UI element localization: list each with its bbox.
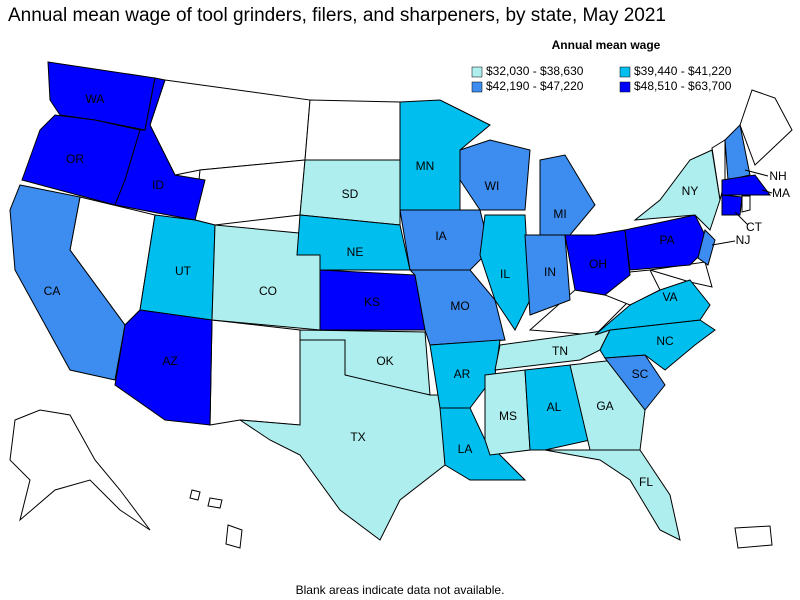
state xyxy=(721,174,771,196)
state-label: IL xyxy=(500,267,510,281)
state-label: CO xyxy=(259,284,277,298)
state-label: WA xyxy=(86,92,105,106)
state xyxy=(399,209,491,271)
legend-label: $42,190 - $47,220 xyxy=(486,79,584,93)
state xyxy=(539,154,596,236)
legend-swatch xyxy=(619,66,631,78)
legend-title: Annual mean wage xyxy=(552,38,661,52)
state xyxy=(721,194,743,216)
leader-line xyxy=(711,240,736,246)
state-label: OH xyxy=(589,257,607,271)
state-label: IN xyxy=(544,265,556,279)
state-label: CT xyxy=(746,220,763,234)
state xyxy=(239,339,446,541)
leader-line xyxy=(734,211,749,226)
state-label: KS xyxy=(364,295,380,309)
state-label: NY xyxy=(682,184,699,198)
state xyxy=(633,149,721,231)
legend: $32,030 - $38,630 $39,440 - $41,220 $42,19… xyxy=(471,64,732,93)
state-label: NE xyxy=(347,245,364,259)
state-label: MA xyxy=(772,186,790,200)
state-label: NH xyxy=(769,169,786,183)
state xyxy=(459,139,531,211)
state-label: PA xyxy=(659,233,674,247)
footnote: Blank areas indicate data not available. xyxy=(296,583,505,597)
state xyxy=(594,279,711,336)
state-blank xyxy=(225,524,243,549)
state xyxy=(564,229,631,296)
state-label: AZ xyxy=(162,354,177,368)
legend-swatch xyxy=(619,81,631,93)
legend-label: $48,510 - $63,700 xyxy=(634,79,732,93)
state-label: AR xyxy=(454,367,471,381)
state-label: OR xyxy=(66,152,84,166)
state xyxy=(484,369,531,456)
state-label: MO xyxy=(450,299,469,313)
leader-line xyxy=(744,169,769,177)
legend-label: $39,440 - $41,220 xyxy=(634,64,732,78)
state xyxy=(524,234,571,316)
state-label: NC xyxy=(656,334,674,348)
state-label: FL xyxy=(639,475,653,489)
state-label: SD xyxy=(342,187,359,201)
state-label: MI xyxy=(553,207,566,221)
leader-lines xyxy=(711,169,773,246)
states: WA OR ID CA UT AZ CO SD NE KS OK TX MN IA MO AR LA WI IL MI… xyxy=(9,61,790,541)
state-label: NJ xyxy=(736,233,751,247)
state-blank xyxy=(739,89,793,166)
state-label: MN xyxy=(416,159,435,173)
state-blank xyxy=(734,525,773,549)
state-blank xyxy=(741,195,751,213)
legend-swatch xyxy=(471,81,483,93)
state-label: OK xyxy=(376,354,393,368)
state-blank xyxy=(149,79,311,176)
state xyxy=(439,407,527,481)
state-label: ID xyxy=(152,178,164,192)
state-label: IA xyxy=(435,229,446,243)
state-label: MS xyxy=(499,409,517,423)
state xyxy=(724,123,751,181)
leader-line xyxy=(761,189,773,194)
state-blank xyxy=(194,159,306,226)
state xyxy=(494,329,611,371)
map-title: Annual mean wage of tool grinders, filer… xyxy=(8,5,666,26)
state-label: LA xyxy=(458,442,473,456)
state-label: AL xyxy=(547,400,562,414)
state xyxy=(9,184,126,381)
legend-swatch xyxy=(471,66,483,78)
state-blank xyxy=(209,319,301,426)
state xyxy=(524,364,591,451)
state-label: SC xyxy=(632,367,649,381)
state-label: UT xyxy=(175,264,192,278)
state-label: WI xyxy=(485,179,500,193)
state xyxy=(429,339,501,409)
state-label: TN xyxy=(552,344,568,358)
state-blank xyxy=(189,489,201,501)
state-blank xyxy=(304,99,401,161)
legend-label: $32,030 - $38,630 xyxy=(486,64,584,78)
state-blank xyxy=(9,409,151,531)
state xyxy=(544,449,681,541)
state-label: VA xyxy=(662,290,677,304)
state xyxy=(697,229,716,266)
state-blank xyxy=(207,497,223,509)
state-label: CA xyxy=(44,284,61,298)
state-label: TX xyxy=(350,430,365,444)
state xyxy=(479,214,531,331)
state-label: GA xyxy=(596,399,613,413)
